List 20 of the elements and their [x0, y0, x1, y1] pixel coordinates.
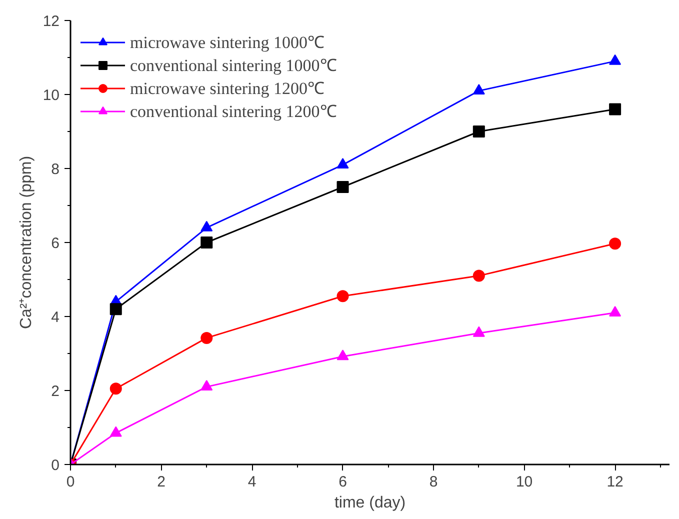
y-tick-label: 2 [51, 383, 60, 400]
x-tick-label: 8 [429, 474, 438, 490]
y-tick-label: 4 [51, 309, 60, 326]
legend-label: microwave sintering 1200℃ [130, 78, 325, 99]
x-axis-title: time (day) [334, 494, 406, 512]
y-tick-label: 0 [51, 457, 60, 474]
x-tick-label: 0 [66, 474, 75, 490]
x-tick-label: 6 [338, 474, 347, 490]
x-tick-label: 2 [157, 474, 166, 490]
y-tick-label: 8 [51, 161, 60, 178]
y-tick-label: 10 [42, 87, 60, 104]
legend-label: microwave sintering 1000℃ [130, 32, 325, 53]
y-axis-title: Ca²⁺concentration (ppm) [18, 156, 35, 330]
legend-label: conventional sintering 1000℃ [130, 55, 337, 76]
y-tick-label: 12 [42, 13, 60, 30]
legend-label: conventional sintering 1200℃ [130, 101, 337, 122]
x-tick-label: 12 [606, 474, 624, 490]
y-tick-label: 6 [51, 235, 60, 252]
x-tick-label: 4 [248, 474, 256, 490]
x-tick-label: 10 [516, 474, 533, 490]
